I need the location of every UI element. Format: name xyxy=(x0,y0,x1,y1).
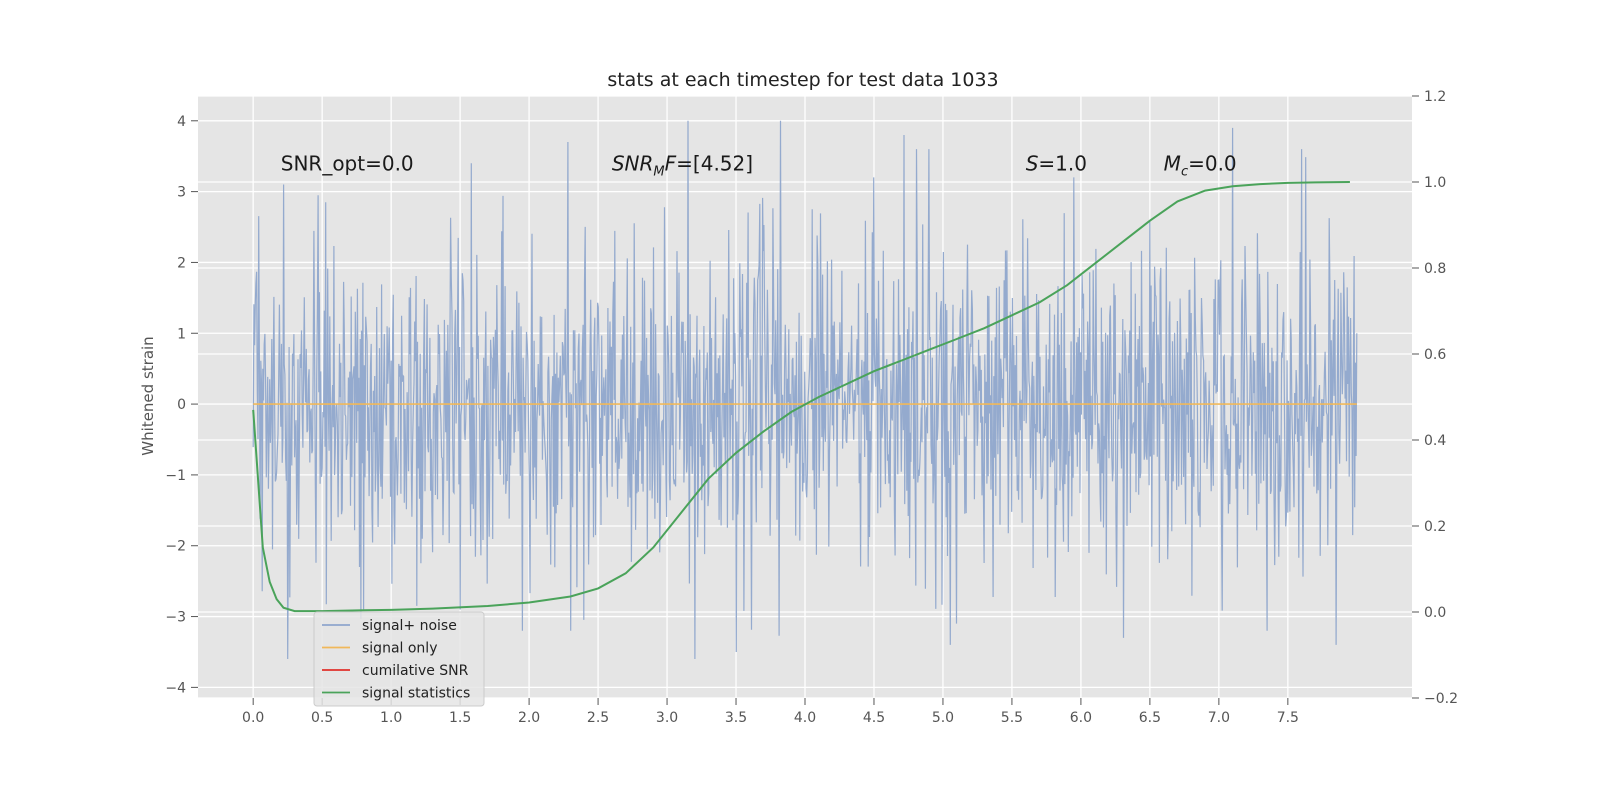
annotation-value: =[4.52] xyxy=(676,151,753,175)
y-axis-left: 4 3 2 1 0 −1 −2 −3 −4 xyxy=(165,114,198,696)
y-tick-label: 4 xyxy=(177,114,186,130)
annotations: SNR_opt=0.0 SNRMF=[4.52] S=1.0 Mc=0.0 xyxy=(281,151,1237,179)
annotation-part: SNR xyxy=(612,151,654,175)
x-tick-label: 2.0 xyxy=(518,710,540,726)
y-axis-right: 1.2 1.0 0.8 0.6 0.4 0.2 0.0 −0.2 xyxy=(1412,89,1458,707)
y2-tick-label: 0.0 xyxy=(1424,605,1446,621)
x-tick-label: 7.0 xyxy=(1208,710,1230,726)
y-axis-label: Whitened strain xyxy=(139,336,157,455)
y-tick-label: −4 xyxy=(165,680,186,696)
annotation-subscript: c xyxy=(1181,164,1188,179)
x-tick-label: 5.0 xyxy=(932,710,954,726)
y-tick-label: 0 xyxy=(177,397,186,413)
y2-tick-label: 1.2 xyxy=(1424,89,1446,105)
signal-statistics-line xyxy=(252,181,1350,613)
signal-noise-line xyxy=(252,120,1358,660)
y-tick-label: 3 xyxy=(177,185,186,201)
x-axis: 0.0 0.5 1.0 1.5 2.0 2.5 3.0 3.5 4.0 4.5 5.0 5.5 6.0 6… xyxy=(242,698,1299,726)
annotation-subscript: M xyxy=(653,164,664,179)
legend-label: signal+ noise xyxy=(362,618,457,634)
x-tick-label: 6.0 xyxy=(1070,710,1092,726)
y2-tick-label: 1.0 xyxy=(1424,175,1446,191)
legend-label: signal only xyxy=(362,641,437,657)
y-tick-label: −2 xyxy=(165,539,186,555)
legend-label: signal statistics xyxy=(362,686,470,702)
annotation-snr-opt: SNR_opt=0.0 xyxy=(281,151,414,175)
y2-tick-label: 0.6 xyxy=(1424,347,1446,363)
y-tick-label: 2 xyxy=(177,255,186,271)
x-tick-label: 5.5 xyxy=(1001,710,1023,726)
x-tick-label: 3.0 xyxy=(656,710,678,726)
y-tick-label: −1 xyxy=(165,468,186,484)
series-signal-statistics xyxy=(252,181,1350,613)
chart-title: stats at each timestep for test data 103… xyxy=(607,69,998,91)
x-tick-label: 1.5 xyxy=(449,710,471,726)
x-tick-label: 7.5 xyxy=(1277,710,1299,726)
y-tick-label: 1 xyxy=(177,326,186,342)
y2-tick-label: 0.8 xyxy=(1424,261,1446,277)
annotation-var: F xyxy=(665,151,677,175)
legend: signal+ noise signal only cumilative SNR si… xyxy=(313,611,485,707)
legend-box xyxy=(313,611,485,707)
x-tick-label: 4.0 xyxy=(794,710,816,726)
x-tick-label: 0.5 xyxy=(311,710,333,726)
x-tick-label: 0.0 xyxy=(242,710,264,726)
x-tick-label: 2.5 xyxy=(587,710,609,726)
y-tick-label: −3 xyxy=(165,610,186,626)
x-tick-label: 6.5 xyxy=(1139,710,1161,726)
annotation-s-val: S=1.0 xyxy=(1026,151,1087,175)
annotation-mc-val: Mc=0.0 xyxy=(1164,151,1237,179)
x-tick-label: 4.5 xyxy=(863,710,885,726)
x-tick-label: 3.5 xyxy=(725,710,747,726)
annotation-part: S xyxy=(1026,151,1039,175)
annotation-part: M xyxy=(1164,151,1181,175)
y2-tick-label: 0.2 xyxy=(1424,519,1446,535)
y2-tick-label: 0.4 xyxy=(1424,433,1446,449)
annotation-part: =1.0 xyxy=(1038,151,1087,175)
series-signal-noise xyxy=(252,120,1358,660)
x-tick-label: 1.0 xyxy=(380,710,402,726)
annotation-part: =0.0 xyxy=(1188,151,1237,175)
annotation-part: F=[4.52] xyxy=(665,151,753,175)
annotation-snr-mf: SNRMF=[4.52] xyxy=(612,151,753,179)
legend-label: cumilative SNR xyxy=(362,663,469,679)
annotation-part: SNR_opt=0.0 xyxy=(281,151,414,175)
y2-tick-label: −0.2 xyxy=(1424,691,1458,707)
